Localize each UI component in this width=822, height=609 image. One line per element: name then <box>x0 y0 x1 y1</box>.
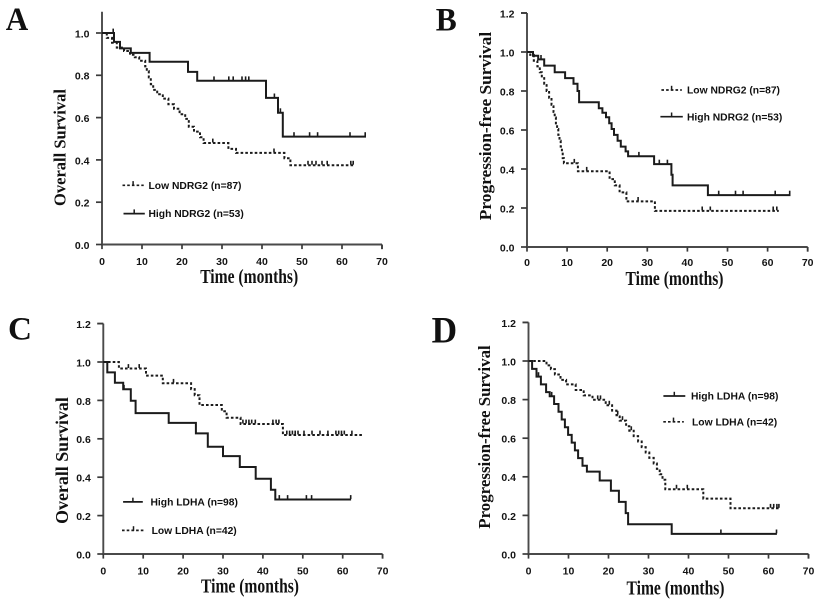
svg-text:Low NDRG2 (n=87): Low NDRG2 (n=87) <box>149 181 242 192</box>
svg-text:0.2: 0.2 <box>76 511 91 523</box>
svg-text:40: 40 <box>683 566 695 578</box>
svg-text:40: 40 <box>257 565 269 577</box>
svg-text:0.4: 0.4 <box>501 472 516 484</box>
svg-text:C: C <box>8 312 32 348</box>
svg-text:Overall Survival: Overall Survival <box>51 89 70 206</box>
svg-text:High LDHA (n=98): High LDHA (n=98) <box>691 392 778 403</box>
svg-text:0.0: 0.0 <box>75 240 90 252</box>
svg-text:1.2: 1.2 <box>76 319 91 331</box>
svg-text:High LDHA (n=98): High LDHA (n=98) <box>151 498 238 509</box>
svg-text:High NDRG2 (n=53): High NDRG2 (n=53) <box>687 112 782 123</box>
svg-text:20: 20 <box>601 257 613 269</box>
svg-text:0.6: 0.6 <box>500 125 515 137</box>
svg-text:50: 50 <box>297 565 309 577</box>
svg-text:1.0: 1.0 <box>76 357 91 369</box>
svg-text:Time (months): Time (months) <box>627 578 725 599</box>
svg-text:70: 70 <box>802 257 814 269</box>
svg-text:0.2: 0.2 <box>500 203 515 215</box>
svg-text:Time (months): Time (months) <box>201 576 299 597</box>
svg-text:20: 20 <box>603 566 615 578</box>
svg-text:70: 70 <box>376 256 388 268</box>
svg-text:20: 20 <box>177 565 189 577</box>
svg-text:0.6: 0.6 <box>75 113 90 125</box>
svg-text:0.4: 0.4 <box>75 155 90 167</box>
svg-text:Low NDRG2 (n=87): Low NDRG2 (n=87) <box>687 86 780 97</box>
svg-text:30: 30 <box>216 256 228 268</box>
svg-text:30: 30 <box>217 565 229 577</box>
svg-text:10: 10 <box>561 257 573 269</box>
svg-text:0.0: 0.0 <box>76 549 91 561</box>
svg-text:0.8: 0.8 <box>76 396 91 408</box>
svg-text:0.2: 0.2 <box>75 198 90 210</box>
svg-text:0.4: 0.4 <box>76 473 91 485</box>
svg-text:D: D <box>432 309 458 350</box>
svg-text:Low LDHA (n=42): Low LDHA (n=42) <box>692 417 777 428</box>
svg-text:60: 60 <box>336 256 348 268</box>
svg-text:70: 70 <box>803 566 815 578</box>
svg-text:0: 0 <box>524 257 530 269</box>
svg-text:0.8: 0.8 <box>75 71 90 83</box>
svg-text:Progression-free Survival: Progression-free Survival <box>475 345 494 529</box>
svg-text:High NDRG2 (n=53): High NDRG2 (n=53) <box>149 209 244 220</box>
svg-text:1.2: 1.2 <box>501 318 516 330</box>
svg-text:Low LDHA (n=42): Low LDHA (n=42) <box>152 526 237 537</box>
svg-text:1.0: 1.0 <box>500 47 515 59</box>
svg-text:0.8: 0.8 <box>501 395 516 407</box>
svg-text:30: 30 <box>643 566 655 578</box>
svg-text:40: 40 <box>256 256 268 268</box>
svg-text:60: 60 <box>762 257 774 269</box>
svg-text:0.2: 0.2 <box>501 511 516 523</box>
svg-text:30: 30 <box>641 257 653 269</box>
svg-text:40: 40 <box>682 257 694 269</box>
svg-text:Time (months): Time (months) <box>200 267 298 288</box>
svg-text:70: 70 <box>377 565 389 577</box>
svg-text:10: 10 <box>563 566 575 578</box>
svg-text:50: 50 <box>723 566 735 578</box>
svg-text:0.0: 0.0 <box>501 549 516 561</box>
svg-text:Progression-free Survival: Progression-free Survival <box>476 32 495 221</box>
svg-text:Time (months): Time (months) <box>626 269 724 290</box>
svg-text:1.2: 1.2 <box>500 8 515 20</box>
svg-text:0.6: 0.6 <box>76 434 91 446</box>
svg-text:0.4: 0.4 <box>500 164 515 176</box>
svg-text:20: 20 <box>176 256 188 268</box>
svg-text:A: A <box>6 2 29 38</box>
svg-text:0.0: 0.0 <box>500 242 515 254</box>
svg-text:B: B <box>436 3 457 39</box>
svg-text:0: 0 <box>526 566 532 578</box>
svg-text:10: 10 <box>137 565 149 577</box>
svg-text:0: 0 <box>100 565 106 577</box>
svg-text:1.0: 1.0 <box>501 356 516 368</box>
svg-text:10: 10 <box>136 256 148 268</box>
svg-text:Overall Survival: Overall Survival <box>52 397 72 524</box>
svg-text:0: 0 <box>99 256 105 268</box>
svg-text:50: 50 <box>722 257 734 269</box>
svg-text:0.8: 0.8 <box>500 86 515 98</box>
svg-text:1.0: 1.0 <box>75 28 90 40</box>
svg-text:0.6: 0.6 <box>501 434 516 446</box>
svg-text:60: 60 <box>337 565 349 577</box>
svg-text:60: 60 <box>763 566 775 578</box>
svg-text:50: 50 <box>296 256 308 268</box>
